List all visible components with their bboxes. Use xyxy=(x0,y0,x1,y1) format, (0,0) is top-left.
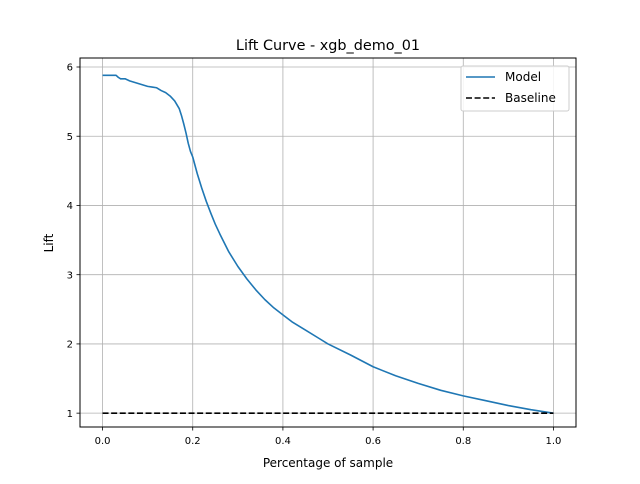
legend-label-model: Model xyxy=(505,70,541,84)
x-tick-label: 0.0 xyxy=(95,436,111,447)
series-line-model xyxy=(102,74,554,414)
x-tick-label: 0.6 xyxy=(365,436,381,447)
series-layer xyxy=(102,74,554,414)
y-tick-label: 1 xyxy=(67,409,73,420)
x-axis-label: Percentage of sample xyxy=(263,456,393,470)
x-tick-label: 0.4 xyxy=(275,436,291,447)
x-tick-label: 0.8 xyxy=(455,436,471,447)
legend-label-baseline: Baseline xyxy=(505,91,556,105)
y-tick-label: 3 xyxy=(67,270,73,281)
x-tick-label: 0.2 xyxy=(185,436,201,447)
y-tick-label: 6 xyxy=(67,63,73,74)
y-axis-label: Lift xyxy=(42,233,56,252)
chart-title: Lift Curve - xgb_demo_01 xyxy=(236,38,420,54)
y-tick-label: 2 xyxy=(67,340,73,351)
legend: Model Baseline xyxy=(460,65,570,112)
y-tick-label: 5 xyxy=(67,132,73,143)
y-tick-label: 4 xyxy=(67,201,73,212)
grid-layer xyxy=(80,58,576,427)
tick-layer: 0.0 0.2 0.4 0.6 0.8 1.0 1 2 3 4 5 6 xyxy=(67,63,562,447)
plot-frame xyxy=(79,57,577,428)
x-tick-label: 1.0 xyxy=(546,436,562,447)
